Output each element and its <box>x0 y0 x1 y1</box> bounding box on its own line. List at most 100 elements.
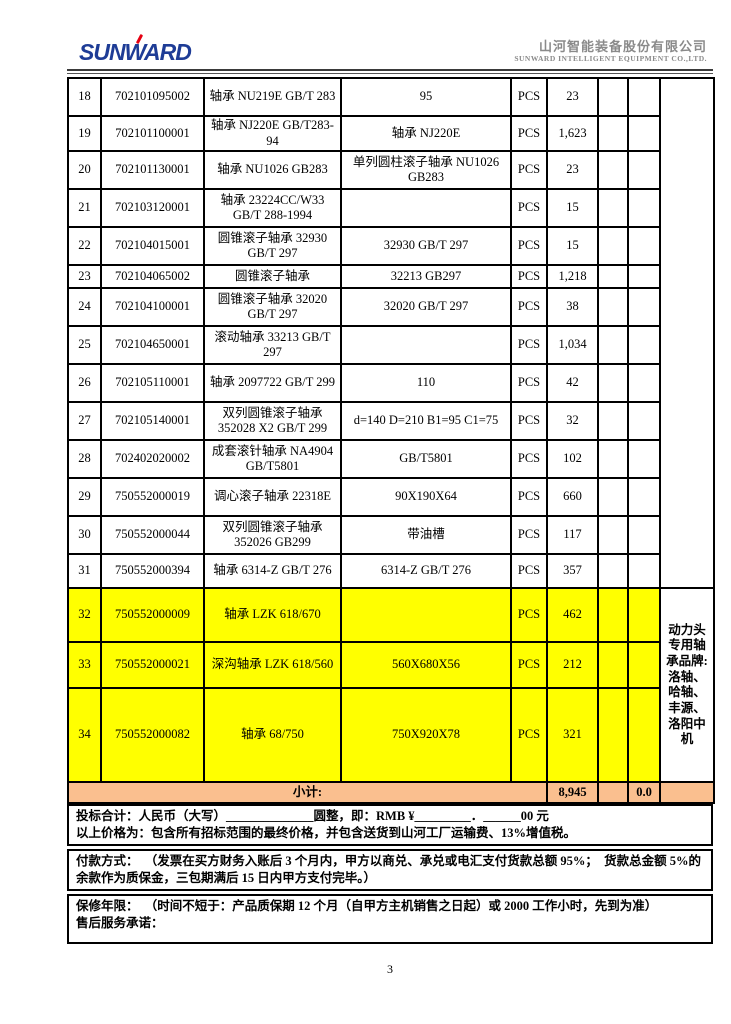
cell-no: 33 <box>67 641 102 690</box>
cell-empty <box>627 401 661 442</box>
cell-code: 702104100001 <box>100 287 205 328</box>
cell-empty <box>627 687 661 784</box>
cell-empty <box>597 439 629 480</box>
cell-code: 750552000394 <box>100 553 205 590</box>
cell-qty: 38 <box>546 287 599 328</box>
cell-code: 702101130001 <box>100 150 205 191</box>
cell-empty <box>627 264 661 290</box>
cell-unit: PCS <box>510 439 548 480</box>
subtotal-qty: 8,945 <box>546 781 599 805</box>
cell-spec: 32213 GB297 <box>340 264 512 290</box>
cell-unit: PCS <box>510 553 548 590</box>
cell-empty <box>627 515 661 556</box>
cell-qty: 321 <box>546 687 599 784</box>
cell-qty: 23 <box>546 77 599 117</box>
cell-spec: 560X680X56 <box>340 641 512 690</box>
cell-spec: 750X920X78 <box>340 687 512 784</box>
parts-table-body: 18 702101095002 轴承 NU219E GB/T 283 95 PCS 23 1… <box>67 76 715 784</box>
cell-empty <box>597 363 629 404</box>
table-row: 25 702104650001 滚动轴承 33213 GB/T 297 PCS 1,03… <box>67 325 714 366</box>
cell-unit: PCS <box>510 515 548 556</box>
cell-no: 30 <box>67 515 102 556</box>
cell-empty <box>627 325 661 366</box>
subtotal-brand-cell <box>659 781 715 805</box>
table-row: 31 750552000394 轴承 6314-Z GB/T 276 6314-Z G… <box>67 553 714 590</box>
cell-unit: PCS <box>510 226 548 267</box>
cell-no: 18 <box>67 77 102 117</box>
page-content: SUNWARD 山河智能装备股份有限公司 SUNWARD INTELLIGENT… <box>67 30 715 977</box>
table-row: 20 702101130001 轴承 NU1026 GB283 单列圆柱滚子轴承 NU… <box>67 150 714 191</box>
cell-unit: PCS <box>510 264 548 290</box>
cell-code: 702105140001 <box>100 401 205 442</box>
cell-no: 20 <box>67 150 102 191</box>
company-block: 山河智能装备股份有限公司 SUNWARD INTELLIGENT EQUIPME… <box>514 39 707 64</box>
header-divider <box>67 69 713 74</box>
table-row: 19 702101100001 轴承 NJ220E GB/T283-94 轴承 NJ2… <box>67 114 714 153</box>
cell-code: 702104015001 <box>100 226 205 267</box>
cell-empty <box>597 587 629 644</box>
cell-qty: 1,623 <box>546 114 599 153</box>
cell-no: 25 <box>67 325 102 366</box>
parts-table: 18 702101095002 轴承 NU219E GB/T 283 95 PCS 23 1… <box>67 76 715 805</box>
table-row: 21 702103120001 轴承 23224CC/W33 GB/T 288-19… <box>67 188 714 229</box>
table-row: 27 702105140001 双列圆锥滚子轴承 352028 X2 GB/T 29… <box>67 401 714 442</box>
cell-code: 750552000044 <box>100 515 205 556</box>
cell-qty: 462 <box>546 587 599 644</box>
cell-code: 750552000082 <box>100 687 205 784</box>
cell-spec: 32930 GB/T 297 <box>340 226 512 267</box>
cell-unit: PCS <box>510 641 548 690</box>
cell-no: 32 <box>67 587 102 644</box>
cell-code: 750552000021 <box>100 641 205 690</box>
cell-spec: 95 <box>340 77 512 117</box>
cell-spec: GB/T5801 <box>340 439 512 480</box>
sunward-logo-text: SUNWARD <box>79 39 192 65</box>
cell-empty <box>597 150 629 191</box>
cell-no: 19 <box>67 114 102 153</box>
cell-qty: 212 <box>546 641 599 690</box>
cell-name: 圆锥滚子轴承 <box>203 264 342 290</box>
right-margin-space <box>659 76 715 590</box>
cell-no: 23 <box>67 264 102 290</box>
cell-name: 轴承 23224CC/W33 GB/T 288-1994 <box>203 188 342 229</box>
cell-empty <box>597 264 629 290</box>
cell-unit: PCS <box>510 325 548 366</box>
cell-empty <box>627 477 661 518</box>
cell-qty: 357 <box>546 553 599 590</box>
cell-empty <box>597 188 629 229</box>
cell-spec: 带油槽 <box>340 515 512 556</box>
cell-empty <box>597 401 629 442</box>
table-row: 28 702402020002 成套滚针轴承 NA4904 GB/T5801 GB/T… <box>67 439 714 480</box>
table-row: 32 750552000009 轴承 LZK 618/670 PCS 462 动力头专用轴… <box>67 587 715 784</box>
cell-unit: PCS <box>510 363 548 404</box>
cell-empty <box>627 553 661 590</box>
table-row: 24 702104100001 圆锥滚子轴承 32020 GB/T 297 32020… <box>67 287 714 328</box>
payment-box: 付款方式： （发票在买方财务入账后 3 个月内，甲方以商兑、承兑或电汇支付货款总… <box>67 849 713 892</box>
cell-unit: PCS <box>510 287 548 328</box>
cell-name: 双列圆锥滚子轴承 352026 GB299 <box>203 515 342 556</box>
subtotal-label: 小计: <box>67 781 548 805</box>
cell-empty <box>627 363 661 404</box>
table-row: 18 702101095002 轴承 NU219E GB/T 283 95 PCS 23 <box>67 76 715 590</box>
cell-qty: 1,218 <box>546 264 599 290</box>
cell-empty <box>627 439 661 480</box>
cell-qty: 102 <box>546 439 599 480</box>
cell-name: 轴承 LZK 618/670 <box>203 587 342 644</box>
cell-code: 702104650001 <box>100 325 205 366</box>
cell-spec: d=140 D=210 B1=95 C1=75 <box>340 401 512 442</box>
cell-name: 成套滚针轴承 NA4904 GB/T5801 <box>203 439 342 480</box>
cell-spec: 32020 GB/T 297 <box>340 287 512 328</box>
cell-unit: PCS <box>510 587 548 644</box>
cell-spec <box>340 188 512 229</box>
company-name-cn: 山河智能装备股份有限公司 <box>538 39 707 55</box>
cell-name: 圆锥滚子轴承 32020 GB/T 297 <box>203 287 342 328</box>
page-number: 3 <box>387 962 393 977</box>
bid-total-box: 投标合计：人民币（大写）______________圆整，即：RMB ¥____… <box>67 804 713 847</box>
cell-empty <box>627 188 661 229</box>
cell-name: 轴承 6314-Z GB/T 276 <box>203 553 342 590</box>
subtotal-row: 小计: 8,945 0.0 <box>67 781 715 805</box>
cell-no: 34 <box>67 687 102 784</box>
cell-unit: PCS <box>510 401 548 442</box>
cell-qty: 42 <box>546 363 599 404</box>
cell-qty: 32 <box>546 401 599 442</box>
